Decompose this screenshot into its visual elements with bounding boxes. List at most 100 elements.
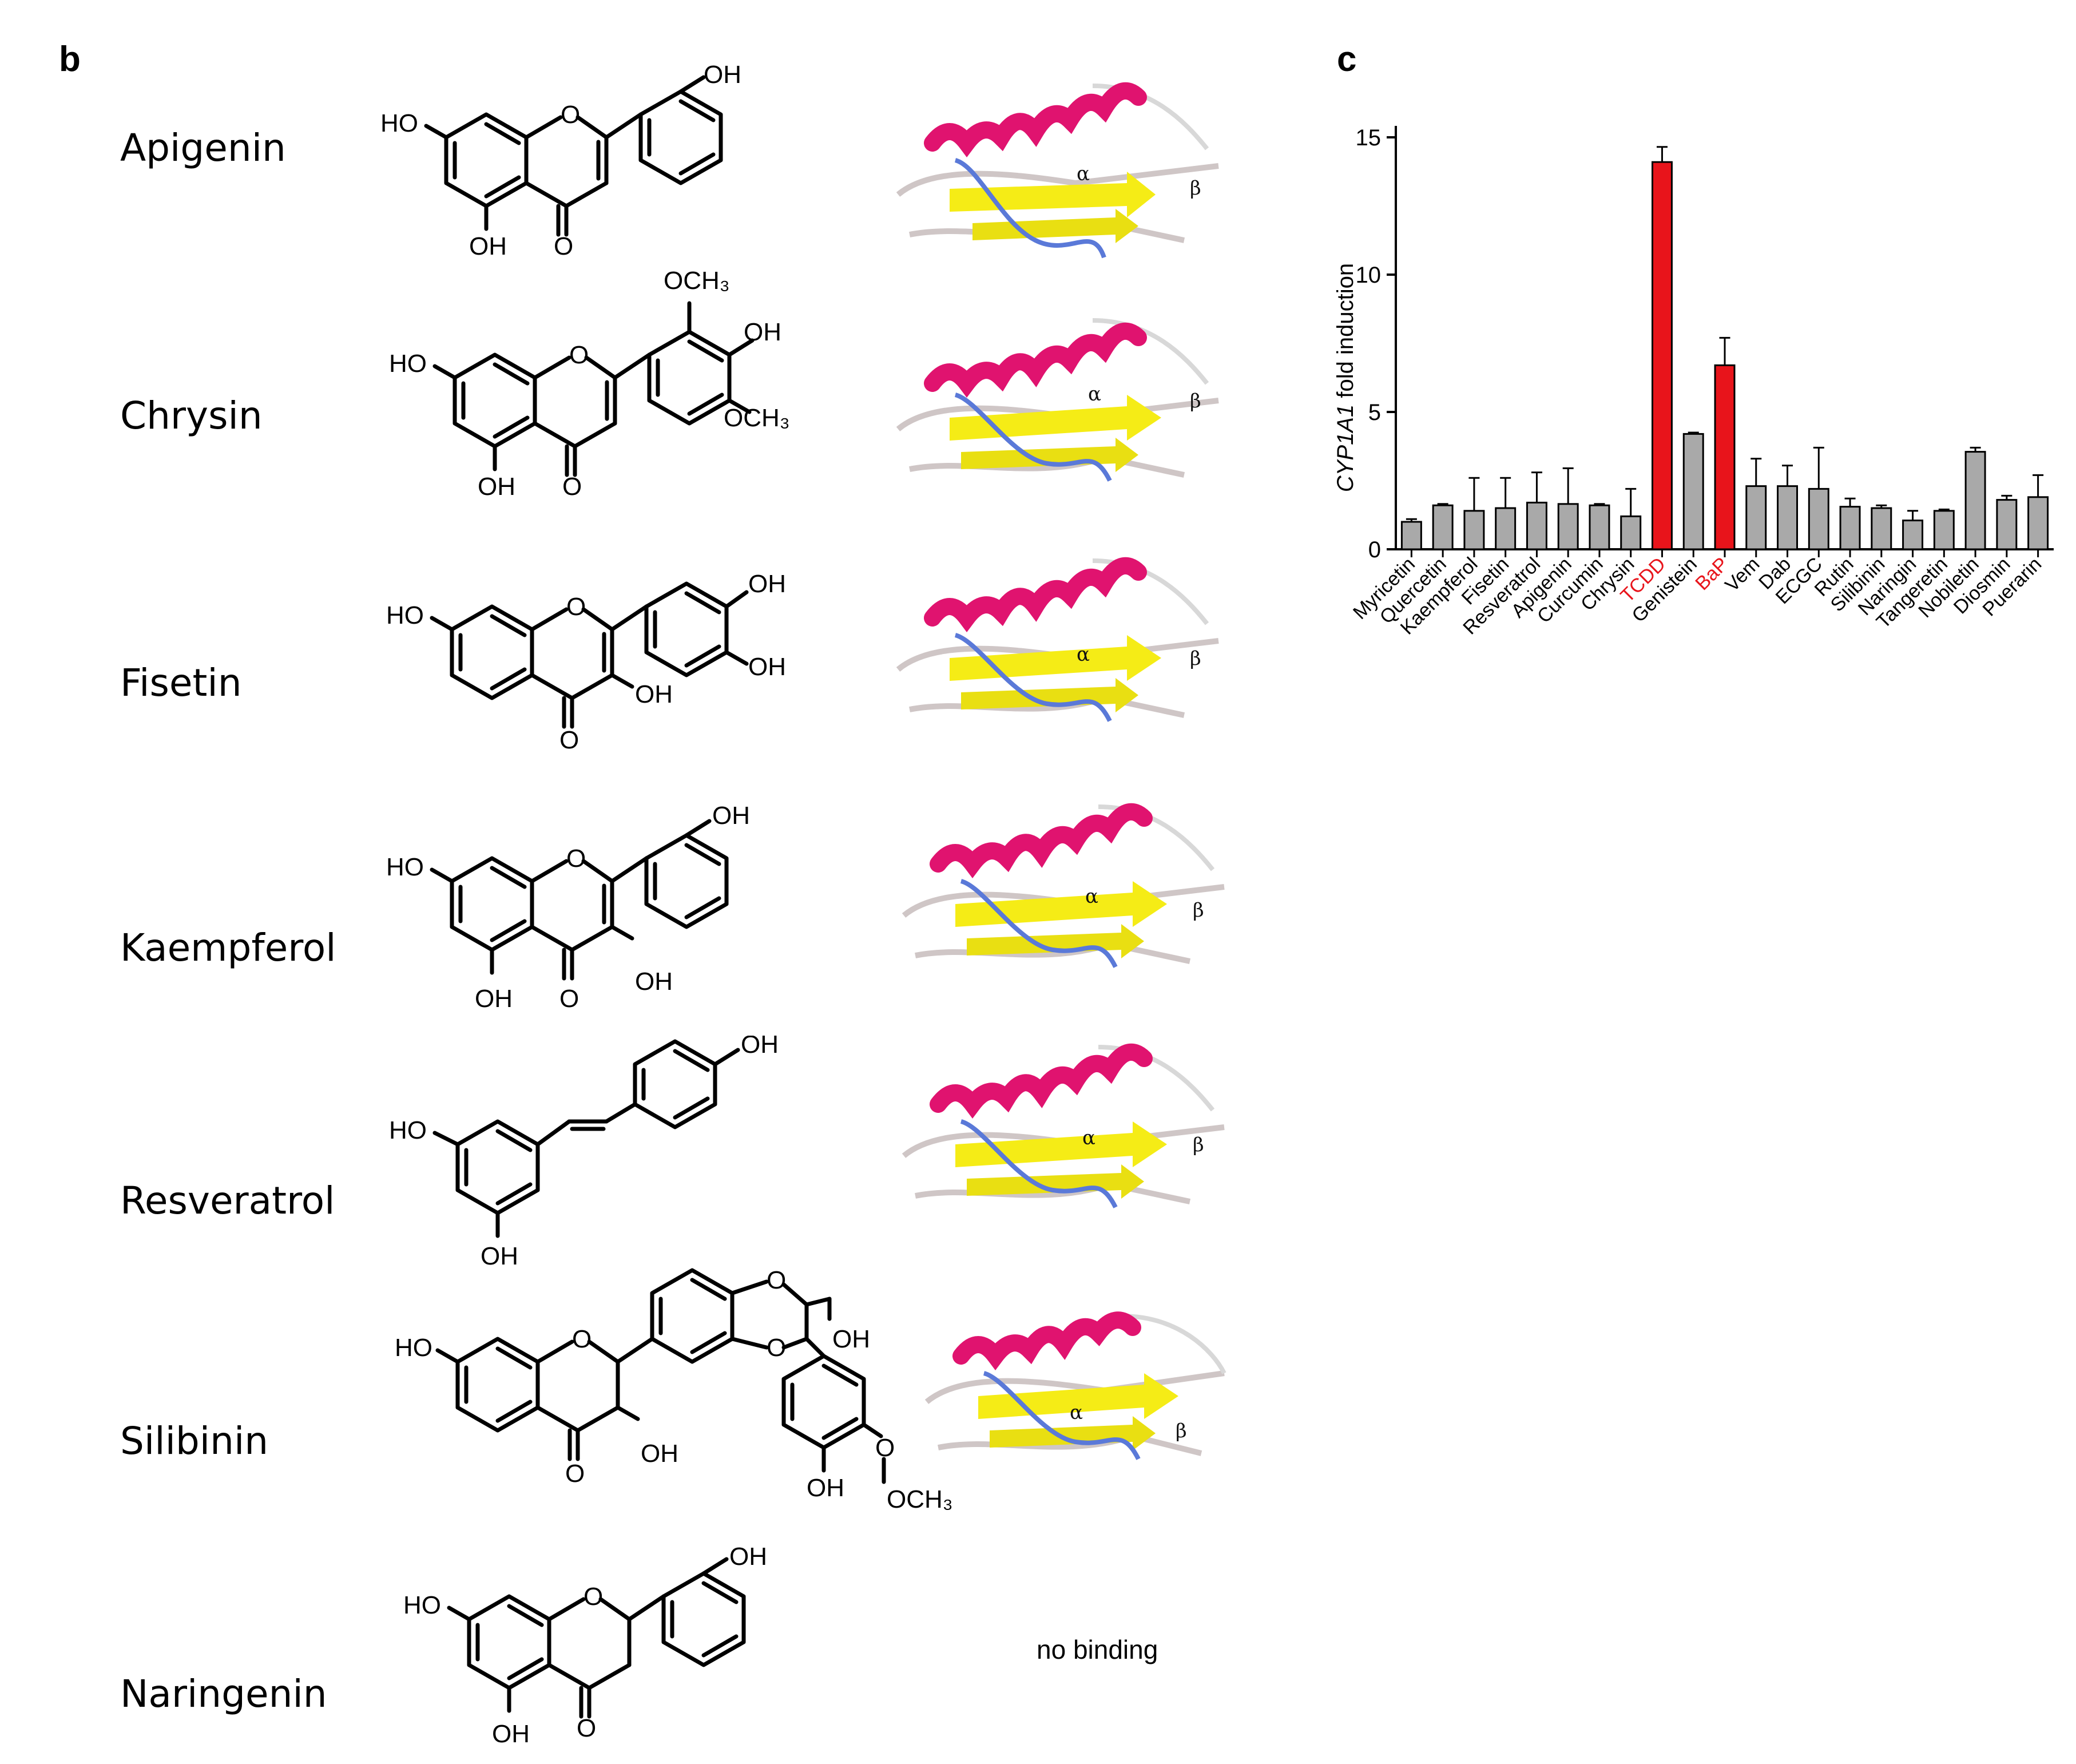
svg-text:OH: OH	[712, 802, 750, 830]
protein-binding-model: α β	[924, 1311, 1226, 1485]
svg-text:HO: HO	[403, 1591, 441, 1619]
y-tick-label: 10	[1356, 263, 1382, 288]
svg-text:HO: HO	[389, 350, 427, 378]
svg-text:HO: HO	[380, 109, 418, 137]
compound-name: Resveratrol	[120, 1179, 335, 1223]
svg-text:O: O	[561, 101, 580, 129]
bar-tcdd	[1652, 161, 1673, 550]
y-tick-label: 5	[1368, 400, 1381, 425]
bar-vem	[1745, 485, 1767, 550]
protein-binding-model: α β	[902, 803, 1225, 968]
svg-text:HO: HO	[386, 601, 424, 629]
apigenin-structure: HO O OH OH O	[380, 61, 741, 260]
svg-text:OH: OH	[481, 1242, 518, 1270]
svg-text:O: O	[559, 985, 579, 1013]
bar-tangeretin	[1933, 510, 1955, 550]
svg-text:O: O	[569, 341, 589, 369]
svg-text:O: O	[562, 473, 582, 501]
compound-name: Silibinin	[120, 1419, 269, 1463]
y-axis-label: CYP1A1 fold induction	[1333, 263, 1358, 492]
bar-genistein	[1682, 433, 1704, 550]
compound-name: Fisetin	[120, 661, 242, 705]
svg-text:α: α	[1070, 1401, 1083, 1424]
svg-text:HO: HO	[395, 1334, 432, 1362]
svg-text:OH: OH	[635, 968, 673, 996]
svg-text:OCH₃: OCH₃	[724, 404, 790, 432]
chrysin-structure: HO O OCH₃ OH OCH₃ OH O	[389, 267, 790, 501]
svg-text:OH: OH	[704, 61, 741, 89]
svg-text:β: β	[1190, 177, 1201, 200]
svg-text:OH: OH	[478, 473, 515, 501]
resveratrol-structure: HO OH OH	[389, 1036, 779, 1270]
bar-ecgc	[1808, 487, 1829, 550]
protein-binding-model: α β	[896, 557, 1219, 722]
svg-text:O: O	[554, 232, 573, 260]
protein-binding-model: α β	[896, 82, 1219, 259]
svg-text:OH: OH	[635, 680, 673, 708]
svg-text:OH: OH	[475, 985, 513, 1013]
silibinin-structure: HO O O OH O OH O OH O OCH₃	[395, 1266, 953, 1513]
bar-bap	[1714, 364, 1736, 550]
svg-text:β: β	[1190, 390, 1201, 413]
svg-text:β: β	[1190, 647, 1201, 670]
svg-text:OH: OH	[469, 232, 507, 260]
svg-text:OH: OH	[807, 1474, 844, 1502]
compound-name: Apigenin	[120, 126, 286, 170]
bar-kaempferol	[1463, 510, 1485, 550]
bar-naringin	[1902, 520, 1924, 550]
compound-name: Kaempferol	[120, 926, 336, 970]
panel-letter-c: c	[1337, 39, 1357, 79]
x-tick-label: BaP	[1691, 553, 1732, 594]
bar-resveratrol	[1526, 501, 1547, 550]
bar-apigenin	[1557, 503, 1579, 550]
y-tick-label: 15	[1356, 125, 1382, 150]
svg-text:O: O	[767, 1334, 786, 1362]
svg-text:β: β	[1193, 1133, 1204, 1156]
svg-text:β: β	[1176, 1420, 1187, 1442]
svg-text:α: α	[1077, 643, 1090, 666]
svg-text:O: O	[566, 593, 586, 621]
svg-text:OCH₃: OCH₃	[664, 267, 730, 295]
svg-text:α: α	[1077, 162, 1090, 185]
bar-chrysin	[1620, 515, 1642, 550]
svg-text:O: O	[583, 1583, 603, 1611]
svg-text:OH: OH	[729, 1543, 767, 1571]
bar-diosmin	[1996, 499, 2018, 550]
svg-text:OH: OH	[492, 1720, 530, 1748]
naringenin-structure: HO O OH OH O	[403, 1543, 767, 1748]
protein-binding-model: α β	[896, 318, 1219, 482]
bar-dab	[1777, 485, 1798, 550]
svg-text:OCH₃: OCH₃	[887, 1485, 953, 1513]
svg-text:OH: OH	[748, 570, 786, 598]
svg-text:OH: OH	[744, 318, 781, 346]
panel-letter-b: b	[59, 39, 81, 79]
svg-text:O: O	[577, 1714, 596, 1742]
bar-fisetin	[1495, 507, 1517, 550]
svg-text:O: O	[566, 845, 586, 873]
cyp1a1-fold-induction-chart: 0 5 10 15 Myricetin Quercetin Kaempferol Fiset…	[1327, 103, 2071, 712]
compound-name: Naringenin	[120, 1672, 327, 1716]
bar-puerarin	[2027, 496, 2049, 550]
svg-text:HO: HO	[386, 853, 424, 881]
bar-quercetin	[1432, 504, 1454, 550]
kaempferol-structure: HO O OH OH OH O	[386, 802, 750, 1013]
no-binding-label: no binding	[1037, 1635, 1158, 1664]
svg-text:OH: OH	[641, 1440, 678, 1468]
bar-nobiletin	[1964, 451, 1986, 550]
bar-myricetin	[1400, 521, 1422, 550]
bar-curcumin	[1589, 504, 1610, 550]
bar-rutin	[1839, 506, 1861, 550]
svg-text:O: O	[767, 1266, 786, 1294]
compound-name: Chrysin	[120, 394, 263, 438]
bar-silibinin	[1871, 507, 1892, 550]
svg-text:OH: OH	[741, 1036, 779, 1059]
svg-text:OH: OH	[832, 1325, 870, 1353]
svg-text:α: α	[1085, 885, 1098, 908]
protein-binding-model: α β	[902, 1043, 1225, 1208]
x-tick-label: Vem	[1721, 553, 1764, 596]
svg-text:O: O	[572, 1325, 592, 1353]
svg-text:α: α	[1088, 383, 1101, 406]
y-tick-label: 0	[1368, 537, 1381, 562]
fisetin-structure: HO O OH OH OH O	[386, 570, 786, 754]
